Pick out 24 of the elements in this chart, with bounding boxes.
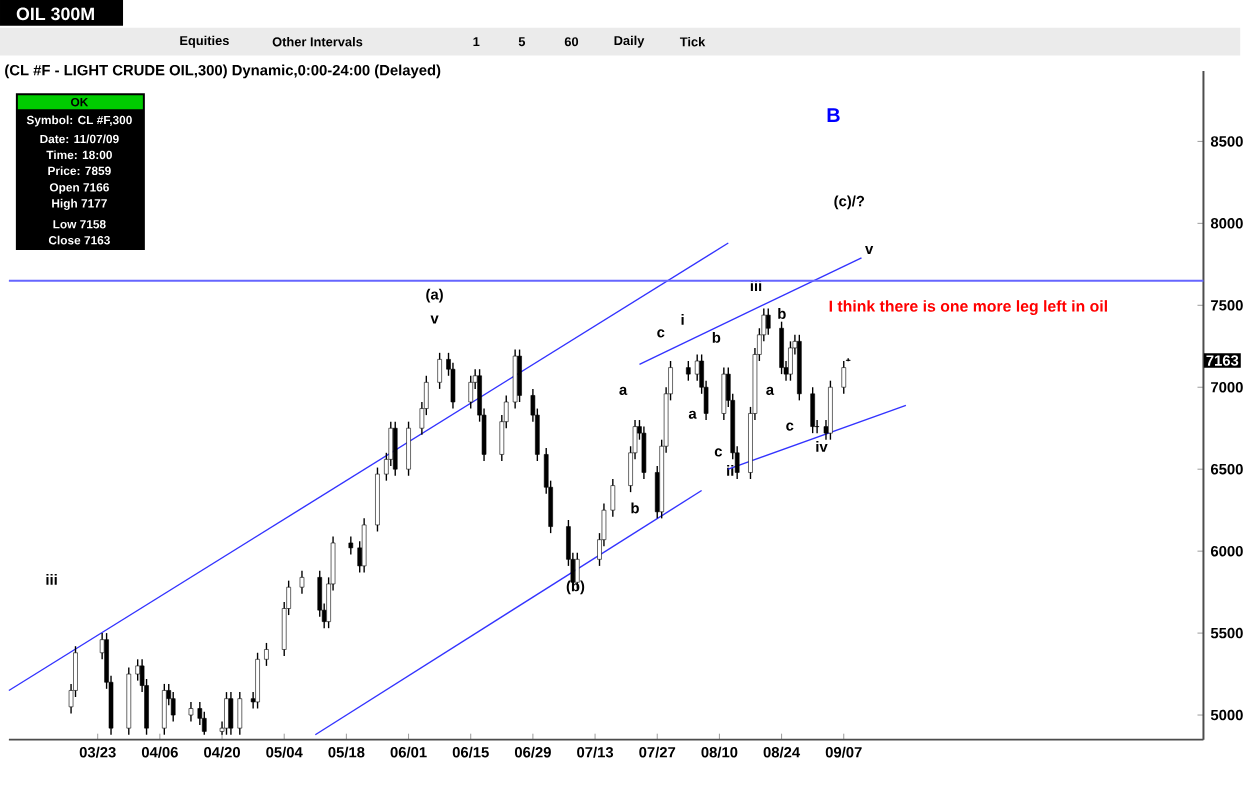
candlestick <box>788 340 793 382</box>
text: OIL 300M <box>16 7 94 21</box>
annotation: B <box>827 108 840 123</box>
candlestick <box>468 375 474 410</box>
candlestick <box>361 517 367 574</box>
candlestick <box>299 570 305 595</box>
candlestick <box>810 386 815 434</box>
candlestick <box>517 348 522 403</box>
candlestick <box>437 352 442 390</box>
candlestick <box>348 535 354 556</box>
candlestick <box>841 360 847 395</box>
candlestick <box>765 308 771 336</box>
candlestick <box>228 691 234 736</box>
candlestick <box>255 652 260 710</box>
candlestick <box>264 642 269 667</box>
candlestick <box>779 321 784 375</box>
candlestick <box>721 367 727 421</box>
candlestick <box>686 360 691 382</box>
candlestick <box>188 701 194 723</box>
candlestick <box>828 380 833 441</box>
candlestick <box>392 421 398 477</box>
candlestick <box>224 691 229 736</box>
candlestick <box>170 691 176 723</box>
candlestick <box>406 421 411 477</box>
